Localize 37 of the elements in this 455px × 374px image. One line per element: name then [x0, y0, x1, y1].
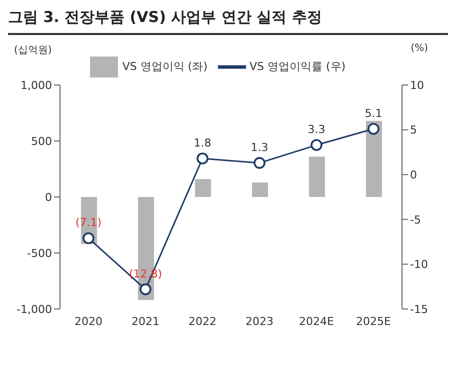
y-axis-title: (십억원) — [14, 44, 52, 57]
x-tick-label: 2021 — [132, 314, 160, 328]
y-tick-label: 500 — [31, 134, 52, 148]
x-tick-label: 2022 — [188, 314, 216, 328]
point — [310, 139, 322, 151]
point — [254, 157, 266, 169]
bar — [252, 182, 268, 197]
bar — [366, 120, 382, 197]
x-tick-label: 2023 — [246, 314, 274, 328]
point — [140, 283, 152, 296]
data-label: 1.3 — [250, 140, 268, 154]
data-label: 1.8 — [194, 136, 212, 150]
y-tick-label: -1,000 — [16, 302, 52, 316]
y-tick-label: 1,000 — [20, 78, 52, 92]
y2-axis-title: (%) — [410, 43, 428, 54]
y-tick-label: 0 — [45, 190, 52, 204]
y2-tick-label: 10 — [410, 78, 424, 92]
data-label: 3.3 — [308, 123, 326, 136]
data-label: 5.1 — [364, 106, 382, 120]
bar — [309, 156, 325, 197]
x-tick-label: 2024E — [299, 314, 334, 328]
point — [196, 152, 208, 164]
y2-tick-label: -15 — [410, 302, 428, 316]
y2-tick-label: 5 — [410, 124, 417, 137]
chart-title: 그림 3. 전장부품 (VS) 사업부 연간 실적 추정 — [8, 8, 448, 35]
legend-label: VS 영업이익률 (우) — [250, 60, 346, 74]
point — [368, 123, 380, 135]
y2-tick-label: -10 — [410, 258, 428, 272]
y-tick-label: -500 — [27, 246, 52, 260]
y2-tick-label: -5 — [410, 213, 421, 226]
data-label: (12.8) — [128, 267, 162, 280]
point — [82, 232, 94, 244]
x-tick-label: 2020 — [74, 314, 102, 328]
x-tick-label: 2025E — [356, 314, 392, 328]
bar — [195, 179, 211, 197]
y2-tick-label: 0 — [410, 168, 417, 182]
legend-label: VS 영업이익 (좌) — [122, 60, 208, 74]
